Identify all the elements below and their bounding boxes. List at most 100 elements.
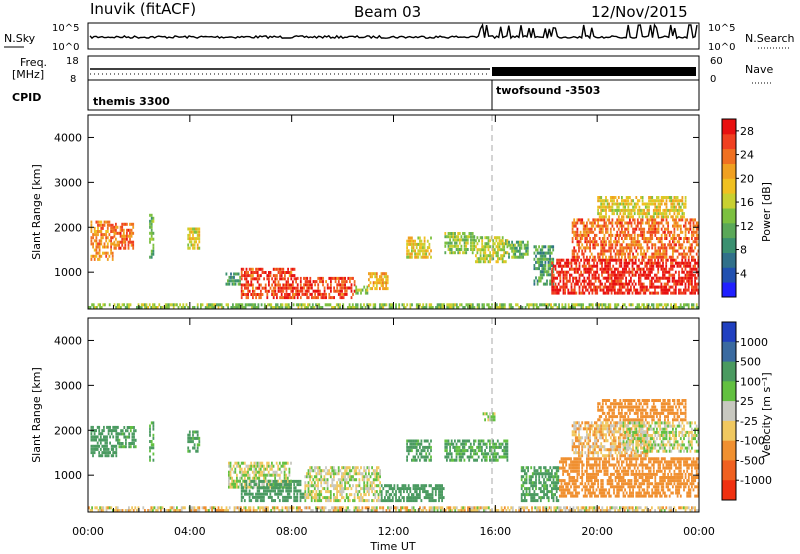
power-cell xyxy=(484,254,487,258)
power-cell xyxy=(655,261,658,265)
power-cell xyxy=(607,267,610,271)
power-cell xyxy=(460,248,463,251)
power-cell xyxy=(552,270,555,274)
velocity-cell xyxy=(438,496,440,500)
velocity-cell xyxy=(90,425,93,429)
power-cell xyxy=(598,199,601,203)
power-cell xyxy=(198,230,201,234)
power-cell xyxy=(115,231,117,235)
power-cell xyxy=(662,230,665,234)
power-cell xyxy=(97,303,100,307)
velocity-cell xyxy=(466,455,469,459)
velocity-cell xyxy=(395,499,397,503)
power-cell xyxy=(326,303,329,307)
power-cell xyxy=(577,279,579,283)
velocity-cell xyxy=(188,430,191,434)
velocity-cell xyxy=(293,486,296,490)
velocity-cell xyxy=(415,487,418,491)
power-cell xyxy=(648,221,650,225)
velocity-cell xyxy=(317,493,319,497)
power-cell xyxy=(588,303,591,307)
velocity-cell xyxy=(272,464,275,468)
power-cell xyxy=(577,258,579,262)
velocity-cell xyxy=(406,458,408,462)
power-cell xyxy=(607,288,610,292)
power-cell xyxy=(455,306,458,309)
power-cell xyxy=(578,273,581,277)
power-cell xyxy=(654,273,656,277)
power-cell xyxy=(573,270,576,274)
power-cell xyxy=(331,306,333,309)
velocity-cell xyxy=(315,484,318,488)
power-cell xyxy=(629,243,631,247)
power-colorbar-tick: 8 xyxy=(740,244,747,257)
power-cell xyxy=(478,248,480,252)
power-cell xyxy=(575,264,578,268)
power-cell xyxy=(110,245,112,249)
velocity-cell xyxy=(495,445,498,449)
velocity-cell xyxy=(376,499,378,503)
power-cell xyxy=(196,306,199,309)
power-cell xyxy=(279,286,281,290)
power-cell xyxy=(665,264,668,268)
power-cell xyxy=(644,276,647,280)
power-cell xyxy=(678,264,680,268)
power-cell xyxy=(593,258,595,262)
power-cell xyxy=(607,276,610,280)
power-cell xyxy=(115,225,117,229)
power-cell xyxy=(243,306,245,309)
velocity-cell xyxy=(452,458,455,462)
power-cell xyxy=(539,276,542,280)
power-cell xyxy=(302,303,305,307)
velocity-cell xyxy=(313,481,316,485)
power-cell xyxy=(97,242,99,246)
velocity-cell xyxy=(150,443,153,447)
power-cell xyxy=(441,303,444,307)
velocity-cell xyxy=(286,476,289,480)
power-cell xyxy=(258,267,261,271)
power-cell xyxy=(650,261,653,265)
velocity-cell xyxy=(329,490,332,494)
power-cell xyxy=(608,215,611,219)
power-cell xyxy=(657,230,660,234)
power-cell xyxy=(667,243,669,247)
velocity-cell xyxy=(364,484,367,488)
velocity-cell xyxy=(543,478,545,482)
power-cell xyxy=(638,279,640,283)
power-cell xyxy=(258,274,261,278)
power-cell xyxy=(578,285,581,289)
power-cell xyxy=(673,230,676,234)
velocity-cell xyxy=(433,487,436,491)
power-cell xyxy=(575,303,578,307)
power-cell xyxy=(260,274,262,278)
velocity-cell xyxy=(228,476,230,480)
power-cell xyxy=(411,236,413,240)
velocity-cell xyxy=(234,461,237,465)
power-cell xyxy=(586,270,589,274)
power-cell xyxy=(593,264,595,268)
velocity-cell xyxy=(454,458,456,462)
power-cell xyxy=(225,303,228,307)
power-cell xyxy=(504,239,507,243)
power-cell xyxy=(481,248,484,252)
power-cell xyxy=(652,199,655,203)
power-cell xyxy=(380,303,383,307)
power-cell xyxy=(586,221,588,225)
power-cell xyxy=(519,249,521,253)
power-cell xyxy=(581,218,584,222)
power-cell xyxy=(595,224,598,228)
power-cell xyxy=(506,239,509,243)
power-cell xyxy=(288,286,291,290)
power-cell xyxy=(436,306,439,309)
power-cell xyxy=(694,230,696,234)
power-cell xyxy=(689,291,692,295)
velocity-cell xyxy=(318,490,321,494)
power-cell xyxy=(617,208,620,212)
velocity-cell xyxy=(479,442,482,446)
power-cell xyxy=(110,242,112,246)
velocity-cell xyxy=(414,458,416,462)
velocity-cell xyxy=(482,442,485,446)
power-cell xyxy=(214,303,217,307)
power-cell xyxy=(686,252,689,256)
power-cell xyxy=(198,246,201,250)
